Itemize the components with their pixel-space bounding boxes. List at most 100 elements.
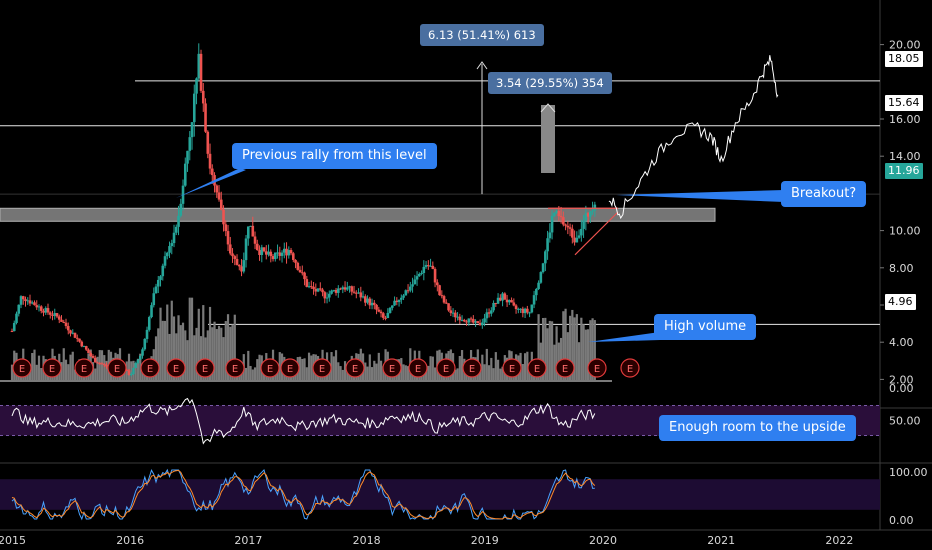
candle-up [165,252,169,257]
candle-down [465,321,468,323]
candle-up [508,300,511,303]
x-tick-label: 2022 [825,534,853,547]
volume-bar [339,366,342,380]
candle-down [476,321,480,324]
candle-down [231,253,234,257]
candle-up [44,308,48,313]
candle-up [197,53,201,79]
candle-up [456,316,459,318]
candle-up [517,308,520,310]
volume-bar [179,325,182,380]
candle-down [318,288,322,290]
candle-up [15,313,18,323]
volume-bar [94,368,97,380]
candle-up [129,373,133,376]
volume-bar [247,350,250,380]
candle-up [242,260,246,272]
candle-down [75,337,79,339]
volume-bar [427,365,430,380]
candle-up [535,289,538,296]
candle-up [409,286,412,291]
candle-up [591,210,594,212]
earnings-marker-label: E [469,364,475,375]
candle-up [539,272,543,283]
volume-bar [379,360,383,380]
earnings-marker-label: E [509,364,515,375]
support-zone [0,207,716,222]
candle-down [96,362,99,364]
candle-up [287,250,291,256]
candle-down [33,302,36,306]
candle-up [337,288,340,293]
candle-down [240,266,243,272]
earnings-marker [260,358,280,378]
candle-up [404,290,408,296]
candle-down [237,264,241,267]
candle-up [422,266,426,274]
candle-up [483,318,486,323]
volume-bar [334,350,338,380]
candle-down [262,247,266,252]
candle-up [172,232,176,244]
candle-down [323,292,327,299]
candle-up [485,312,489,319]
candle-up [580,228,583,236]
volume-bar [64,359,68,380]
earnings-marker-label: E [287,364,293,375]
volume-bar [541,317,545,380]
earnings-marker [555,358,575,378]
candle-up [276,252,279,254]
candle-down [224,224,228,232]
candle-down [51,314,54,316]
candle-down [199,53,203,91]
volume-bar [197,308,200,380]
candle-down [505,299,509,303]
candle-up [546,238,549,252]
volume-bar [566,332,569,380]
candle-down [298,269,302,273]
candle-up [555,210,558,213]
earnings-marker-label: E [232,364,238,375]
candle-up [532,295,536,305]
y-tick-label: 2.00 [889,373,914,386]
candle-down [100,363,104,365]
volume-bar [526,351,529,380]
volume-bar [213,321,216,380]
volume-bar [103,355,106,380]
candle-down [438,285,441,296]
volume-bar [364,362,367,380]
candle-down [102,364,106,366]
earnings-marker [312,358,332,378]
measure-label-small: 3.54 (29.55%) 354 [488,72,612,94]
candle-down [442,296,446,303]
candle-up [584,213,588,221]
volume-bar [168,333,171,380]
volume-bar [202,305,205,380]
volume-bar [555,326,558,380]
volume-bar [337,362,340,380]
candle-up [528,312,531,314]
volume-bar [492,368,495,380]
volume-bar [226,314,230,380]
callout-room-upside: Enough room to the upside [659,415,856,441]
candle-down [559,216,563,218]
candle-down [352,291,356,293]
candle-down [89,353,93,356]
callout-pointer-rally [176,168,246,198]
candle-down [510,300,513,303]
candle-down [48,312,52,315]
volume-bar [175,333,178,380]
candle-down [454,312,457,318]
volume-bar [562,311,565,380]
volume-bar [60,362,63,380]
candle-up [413,279,417,285]
earnings-marker [280,358,300,378]
earnings-marker-label: E [267,364,273,375]
volume-bar [233,314,236,380]
volume-bar [62,348,65,380]
candle-down [93,357,97,363]
volume-bar [537,314,540,380]
candle-up [280,252,284,256]
